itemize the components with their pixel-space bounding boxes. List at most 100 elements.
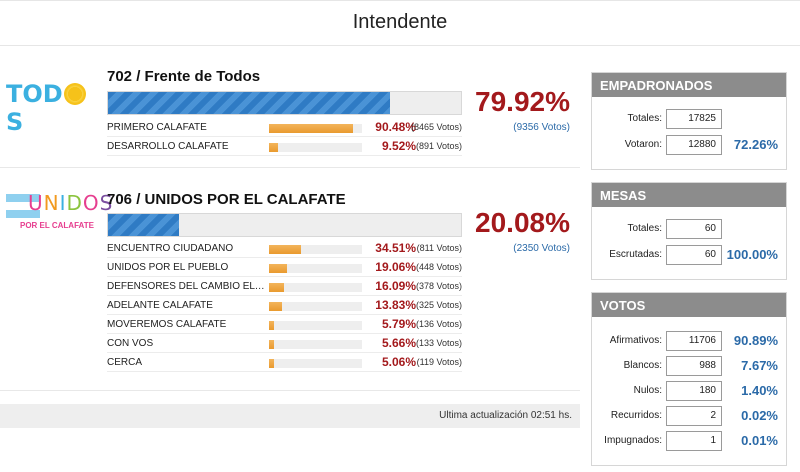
sublist-row: DEFENSORES DEL CAMBIO EL CALAF... 16.09%… bbox=[107, 277, 462, 296]
sublist-bar-fill bbox=[269, 359, 274, 368]
stat-percent: 7.67% bbox=[741, 358, 778, 373]
sublist-votes: (8465 Votos) bbox=[410, 122, 462, 132]
list-progress-fill bbox=[108, 214, 179, 236]
stat-label: Votaron: bbox=[624, 139, 662, 150]
stat-value-field: 60 bbox=[666, 245, 722, 265]
votos-panel: VOTOS Afirmativos: 11706 90.89% Blancos:… bbox=[591, 292, 787, 466]
sublist-bar bbox=[269, 302, 362, 311]
stat-label: Afirmativos: bbox=[609, 335, 662, 346]
sublist-bar bbox=[269, 283, 362, 292]
stat-row: Nulos: 180 1.40% bbox=[592, 381, 788, 401]
sun-icon bbox=[63, 83, 86, 105]
sublist-name: CON VOS bbox=[107, 338, 154, 349]
list-name: 706 / UNIDOS POR EL CALAFATE bbox=[107, 191, 346, 208]
stat-value-field: 2 bbox=[666, 406, 722, 426]
sublist-bar-fill bbox=[269, 283, 284, 292]
list-706: UNIDOS POR EL CALAFATE 706 / UNIDOS POR … bbox=[0, 169, 580, 391]
sublist-bar bbox=[269, 321, 362, 330]
sublist-votes: (136 Votos) bbox=[415, 319, 462, 329]
list-702: TODS 702 / Frente de Todos 79.92% (9356 … bbox=[0, 46, 580, 168]
sublist-row: ENCUENTRO CIUDADANO 34.51% (811 Votos) bbox=[107, 239, 462, 258]
logo-text-start: TOD bbox=[6, 80, 63, 108]
sublist-name: MOVEREMOS CALAFATE bbox=[107, 319, 227, 330]
stat-value-field: 1 bbox=[666, 431, 722, 451]
sublist-row: MOVEREMOS CALAFATE 5.79% (136 Votos) bbox=[107, 315, 462, 334]
stat-value-field: 17825 bbox=[666, 109, 722, 129]
frente-de-todos-logo: TODS bbox=[6, 80, 94, 136]
page-title: Intendente bbox=[352, 11, 448, 33]
stat-row: Recurridos: 2 0.02% bbox=[592, 406, 788, 426]
sublist-name: DESARROLLO CALAFATE bbox=[107, 141, 229, 152]
sublist-row: CERCA 5.06% (119 Votos) bbox=[107, 353, 462, 372]
sublist-bar-fill bbox=[269, 321, 275, 330]
stat-value-field: 988 bbox=[666, 356, 722, 376]
stat-row: Afirmativos: 11706 90.89% bbox=[592, 331, 788, 351]
sublist-votes: (325 Votos) bbox=[415, 300, 462, 310]
sublist-percent: 5.79% bbox=[381, 317, 416, 331]
sublist-percent: 90.48% bbox=[375, 120, 416, 134]
stat-value-field: 60 bbox=[666, 219, 722, 239]
sublist-bar-fill bbox=[269, 245, 302, 254]
sublist-bar-fill bbox=[269, 143, 278, 152]
empadronados-panel: EMPADRONADOS Totales: 17825 Votaron: 128… bbox=[591, 72, 787, 170]
sublist-bar bbox=[269, 245, 362, 254]
stat-percent: 1.40% bbox=[741, 383, 778, 398]
sublist-bar bbox=[269, 143, 362, 152]
sublist-bar-fill bbox=[269, 124, 354, 133]
stat-label: Escrutadas: bbox=[609, 249, 662, 260]
list-progress-fill bbox=[108, 92, 391, 114]
stat-row: Totales: 60 bbox=[592, 219, 788, 239]
sublist-votes: (133 Votos) bbox=[415, 338, 462, 348]
list-percent: 79.92% bbox=[475, 86, 570, 117]
stat-percent: 90.89% bbox=[733, 333, 778, 348]
list-percent: 20.08% bbox=[475, 207, 570, 238]
logo-word: UNIDOS bbox=[28, 191, 114, 215]
stat-label: Nulos: bbox=[633, 385, 662, 396]
stat-percent: 72.26% bbox=[733, 137, 778, 152]
list-progress-bar bbox=[107, 91, 462, 115]
sublist-percent: 13.83% bbox=[375, 298, 416, 312]
mesas-title: MESAS bbox=[592, 183, 786, 207]
sublist-bar-fill bbox=[269, 302, 282, 311]
sublist-row: CON VOS 5.66% (133 Votos) bbox=[107, 334, 462, 353]
sublist-row: ADELANTE CALAFATE 13.83% (325 Votos) bbox=[107, 296, 462, 315]
sublist-percent: 34.51% bbox=[375, 241, 416, 255]
sublist-percent: 5.66% bbox=[381, 336, 416, 350]
last-update: Ultima actualización 02:51 hs. bbox=[439, 410, 572, 421]
logo-text-end: S bbox=[6, 108, 24, 136]
sublist-name: ENCUENTRO CIUDADANO bbox=[107, 243, 234, 254]
list-progress-bar bbox=[107, 213, 462, 237]
stat-label: Impugnados: bbox=[604, 435, 662, 446]
sublist-bar-fill bbox=[269, 264, 287, 273]
sublist-percent: 16.09% bbox=[375, 279, 416, 293]
stat-row: Totales: 17825 bbox=[592, 109, 788, 129]
stat-label: Recurridos: bbox=[610, 410, 662, 421]
sublist-percent: 5.06% bbox=[381, 355, 416, 369]
stat-row: Blancos: 988 7.67% bbox=[592, 356, 788, 376]
sublist-votes: (448 Votos) bbox=[415, 262, 462, 272]
stat-row: Impugnados: 1 0.01% bbox=[592, 431, 788, 451]
sublist-percent: 9.52% bbox=[381, 139, 416, 153]
list-votes: (2350 Votos) bbox=[513, 243, 570, 254]
stat-value-field: 180 bbox=[666, 381, 722, 401]
argentina-flag-icon bbox=[6, 194, 40, 218]
sublist-percent: 19.06% bbox=[375, 260, 416, 274]
sublist-row: DESARROLLO CALAFATE 9.52% (891 Votos) bbox=[107, 137, 462, 156]
sublist-bar-fill bbox=[269, 340, 275, 349]
sublist-votes: (811 Votos) bbox=[416, 243, 462, 253]
stat-row: Votaron: 12880 72.26% bbox=[592, 135, 788, 155]
stat-label: Totales: bbox=[627, 113, 662, 124]
empadronados-title: EMPADRONADOS bbox=[592, 73, 786, 97]
list-votes: (9356 Votos) bbox=[513, 122, 570, 133]
stat-label: Blancos: bbox=[623, 360, 662, 371]
sublist-row: PRIMERO CALAFATE 90.48% (8465 Votos) bbox=[107, 118, 462, 137]
stat-percent: 100.00% bbox=[726, 247, 778, 262]
sublist-votes: (119 Votos) bbox=[416, 357, 462, 367]
list-name: 702 / Frente de Todos bbox=[107, 68, 261, 85]
sublist-name: UNIDOS POR EL PUEBLO bbox=[107, 262, 229, 273]
sublist-votes: (891 Votos) bbox=[415, 141, 462, 151]
sublist-bar bbox=[269, 124, 362, 133]
sublist-name: ADELANTE CALAFATE bbox=[107, 300, 213, 311]
sublist-name: DEFENSORES DEL CAMBIO EL CALAF... bbox=[107, 281, 265, 292]
sublist-bar bbox=[269, 264, 362, 273]
